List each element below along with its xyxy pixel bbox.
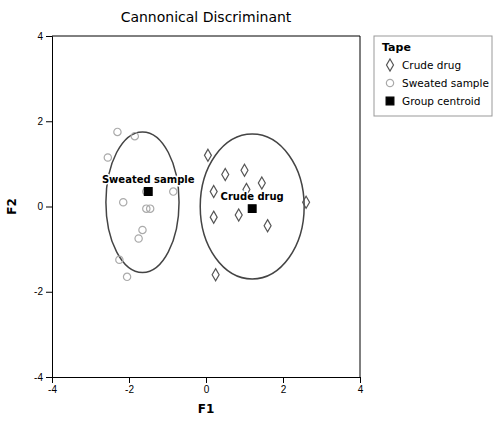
tick: -2	[34, 286, 52, 297]
ellipse	[200, 134, 304, 279]
point	[212, 269, 219, 281]
legend-marker	[387, 59, 394, 71]
point	[210, 186, 217, 198]
x-axis-label: F1	[198, 402, 215, 416]
tick-mark	[283, 377, 284, 383]
tick: -4	[48, 377, 57, 395]
point	[204, 149, 211, 161]
frame	[52, 36, 360, 37]
point	[135, 235, 142, 242]
tick: -2	[125, 377, 134, 395]
ellipse	[106, 132, 179, 273]
axis-line	[53, 378, 361, 384]
point	[139, 226, 146, 233]
legend-frame	[374, 36, 492, 116]
tick-label: 2	[281, 384, 287, 395]
point	[123, 273, 130, 280]
tick-mark	[46, 377, 52, 378]
tick-label: 4	[358, 384, 364, 395]
tick: 0	[37, 201, 52, 212]
tick-label: 2	[37, 116, 43, 127]
tick-mark	[46, 36, 52, 37]
point	[210, 211, 217, 223]
tick-label: 4	[37, 31, 43, 42]
y-axis-label: F2	[5, 198, 19, 215]
tick-mark	[46, 121, 52, 122]
tick-mark	[46, 207, 52, 208]
tick: -4	[34, 372, 52, 383]
point	[303, 196, 310, 208]
annotation: Crude drug	[221, 191, 284, 202]
point	[258, 177, 265, 189]
point	[248, 205, 256, 213]
tick-mark	[46, 292, 52, 293]
axis-line	[46, 37, 53, 378]
point	[144, 188, 152, 196]
point	[114, 128, 121, 135]
tick: 4	[358, 377, 364, 395]
legend-entry: Crude drug	[402, 59, 461, 71]
tick-mark	[206, 377, 207, 383]
legend-title: Tape	[382, 41, 411, 54]
point	[120, 199, 127, 206]
point	[104, 154, 111, 161]
legend-marker	[386, 97, 394, 105]
tick: 2	[37, 116, 52, 127]
tick-mark	[360, 377, 361, 383]
marks	[104, 128, 309, 280]
point	[131, 133, 138, 140]
tick: 2	[281, 377, 287, 395]
tick: 0	[204, 377, 210, 395]
series	[104, 128, 177, 280]
point	[235, 209, 242, 221]
title: Cannonical Discriminant	[121, 9, 292, 25]
x-axis: -4 -2 0 2 4	[48, 377, 364, 395]
point	[170, 188, 177, 195]
series	[204, 149, 309, 280]
tick-label: 0	[204, 384, 210, 395]
tick-mark	[129, 377, 130, 383]
tick-label: -2	[34, 286, 43, 297]
legend-entry: Group centroid	[402, 95, 480, 107]
chart: -4 -2 0 2 4 -4 -2 0 2 4 Sweated sample Crude drug Ca…	[0, 0, 500, 425]
frame	[360, 36, 361, 377]
tick-label: -4	[34, 372, 43, 383]
point	[241, 164, 248, 176]
legend-entry: Sweated sample	[402, 77, 489, 89]
point	[222, 169, 229, 181]
legend-marker	[386, 79, 393, 86]
y-axis: -4 -2 0 2 4	[34, 31, 52, 383]
tick: 4	[37, 31, 52, 42]
point	[143, 205, 150, 212]
legend: Tape Crude drug Sweated sample Group centro…	[374, 36, 492, 116]
tick-label: 0	[37, 201, 43, 212]
tick-label: -4	[48, 384, 57, 395]
point	[116, 256, 123, 263]
annotation: Sweated sample	[102, 174, 195, 185]
tick-label: -2	[125, 384, 134, 395]
plot: -4 -2 0 2 4 -4 -2 0 2 4 Sweated sample Crude drug	[34, 31, 364, 395]
point	[264, 220, 271, 232]
